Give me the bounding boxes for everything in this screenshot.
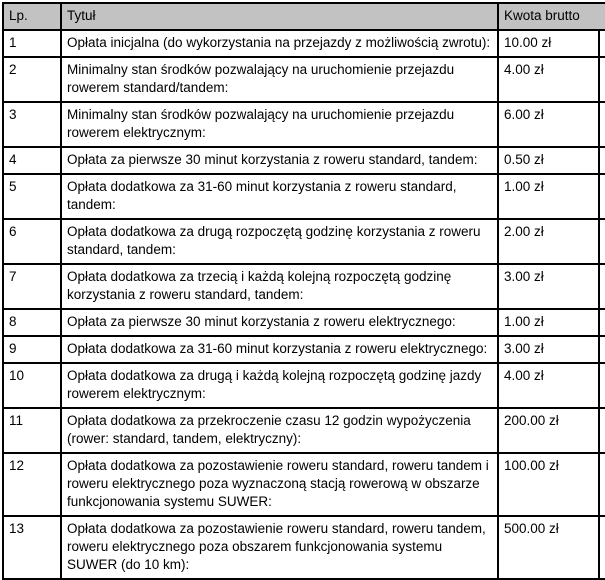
row-right-spacer	[600, 310, 605, 335]
row-amount-cell: 10.00 zł	[499, 31, 600, 56]
row-right-spacer	[600, 103, 605, 146]
row-right-spacer	[600, 409, 605, 452]
row-number-cell: 10	[4, 364, 62, 407]
row-number-cell: 3	[4, 103, 62, 146]
row-number-cell: 6	[4, 220, 62, 263]
table-row: 5 Opłata dodatkowa za 31-60 minut korzys…	[4, 175, 605, 220]
row-amount-cell: 2.00 zł	[499, 220, 600, 263]
row-number-cell: 5	[4, 175, 62, 218]
row-right-spacer	[600, 517, 605, 578]
row-number-cell: 9	[4, 337, 62, 362]
row-number-cell: 1	[4, 31, 62, 56]
row-right-spacer	[600, 175, 605, 218]
row-right-spacer	[600, 148, 605, 173]
table-row: 7 Opłata dodatkowa za trzecią i każdą ko…	[4, 265, 605, 310]
row-number-cell: 11	[4, 409, 62, 452]
row-number-cell: 2	[4, 58, 62, 101]
row-title-cell: Opłata dodatkowa za przekroczenie czasu …	[62, 409, 499, 452]
table-row: 2 Minimalny stan środków pozwalający na …	[4, 58, 605, 103]
row-right-spacer	[600, 31, 605, 56]
row-right-spacer	[600, 364, 605, 407]
table-row: 4 Opłata za pierwsze 30 minut korzystani…	[4, 148, 605, 175]
row-right-spacer	[600, 337, 605, 362]
row-amount-cell: 100.00 zł	[499, 454, 600, 515]
row-number-cell: 4	[4, 148, 62, 173]
row-amount-cell: 200.00 zł	[499, 409, 600, 452]
row-right-spacer	[600, 265, 605, 308]
row-title-cell: Minimalny stan środków pozwalający na ur…	[62, 103, 499, 146]
row-amount-cell: 1.00 zł	[499, 175, 600, 218]
table-row: 10 Opłata dodatkowa za drugą i każdą kol…	[4, 364, 605, 409]
row-title-cell: Opłata dodatkowa za drugą i każdą kolejn…	[62, 364, 499, 407]
row-amount-cell: 6.00 zł	[499, 103, 600, 146]
row-title-cell: Opłata inicjalna (do wykorzystania na pr…	[62, 31, 499, 56]
row-number-cell: 12	[4, 454, 62, 515]
row-right-spacer	[600, 454, 605, 515]
row-number-cell: 7	[4, 265, 62, 308]
row-title-cell: Opłata dodatkowa za trzecią i każdą kole…	[62, 265, 499, 308]
row-right-spacer	[600, 220, 605, 263]
row-title-cell: Opłata dodatkowa za 31-60 minut korzysta…	[62, 175, 499, 218]
table-header-row: Lp. Tytuł Kwota brutto	[4, 4, 605, 31]
row-amount-cell: 4.00 zł	[499, 364, 600, 407]
row-title-cell: Opłata dodatkowa za pozostawienie roweru…	[62, 454, 499, 515]
table-row: 3 Minimalny stan środków pozwalający na …	[4, 103, 605, 148]
row-title-cell: Opłata za pierwsze 30 minut korzystania …	[62, 310, 499, 335]
row-title-cell: Opłata dodatkowa za 31-60 minut korzysta…	[62, 337, 499, 362]
row-title-cell: Minimalny stan środków pozwalający na ur…	[62, 58, 499, 101]
table-row: 9 Opłata dodatkowa za 31-60 minut korzys…	[4, 337, 605, 364]
row-right-spacer	[600, 58, 605, 101]
row-amount-cell: 3.00 zł	[499, 265, 600, 308]
header-cell-lp: Lp.	[4, 4, 62, 29]
row-title-cell: Opłata dodatkowa za drugą rozpoczętą god…	[62, 220, 499, 263]
row-title-cell: Opłata za pierwsze 30 minut korzystania …	[62, 148, 499, 173]
row-amount-cell: 1.00 zł	[499, 310, 600, 335]
table-row: 11 Opłata dodatkowa za przekroczenie cza…	[4, 409, 605, 454]
table-row: 12 Opłata dodatkowa za pozostawienie row…	[4, 454, 605, 517]
table-row: 1 Opłata inicjalna (do wykorzystania na …	[4, 31, 605, 58]
row-number-cell: 13	[4, 517, 62, 578]
row-amount-cell: 4.00 zł	[499, 58, 600, 101]
row-amount-cell: 500.00 zł	[499, 517, 600, 578]
row-number-cell: 8	[4, 310, 62, 335]
row-amount-cell: 3.00 zł	[499, 337, 600, 362]
row-title-cell: Opłata dodatkowa za pozostawienie roweru…	[62, 517, 499, 578]
header-cell-amount: Kwota brutto	[504, 8, 580, 23]
row-amount-cell: 0.50 zł	[499, 148, 600, 173]
table-row: 6 Opłata dodatkowa za drugą rozpoczętą g…	[4, 220, 605, 265]
header-cell-title: Tytuł	[62, 4, 499, 29]
table-body: 1 Opłata inicjalna (do wykorzystania na …	[4, 31, 605, 580]
table-row: 8 Opłata za pierwsze 30 minut korzystani…	[4, 310, 605, 337]
